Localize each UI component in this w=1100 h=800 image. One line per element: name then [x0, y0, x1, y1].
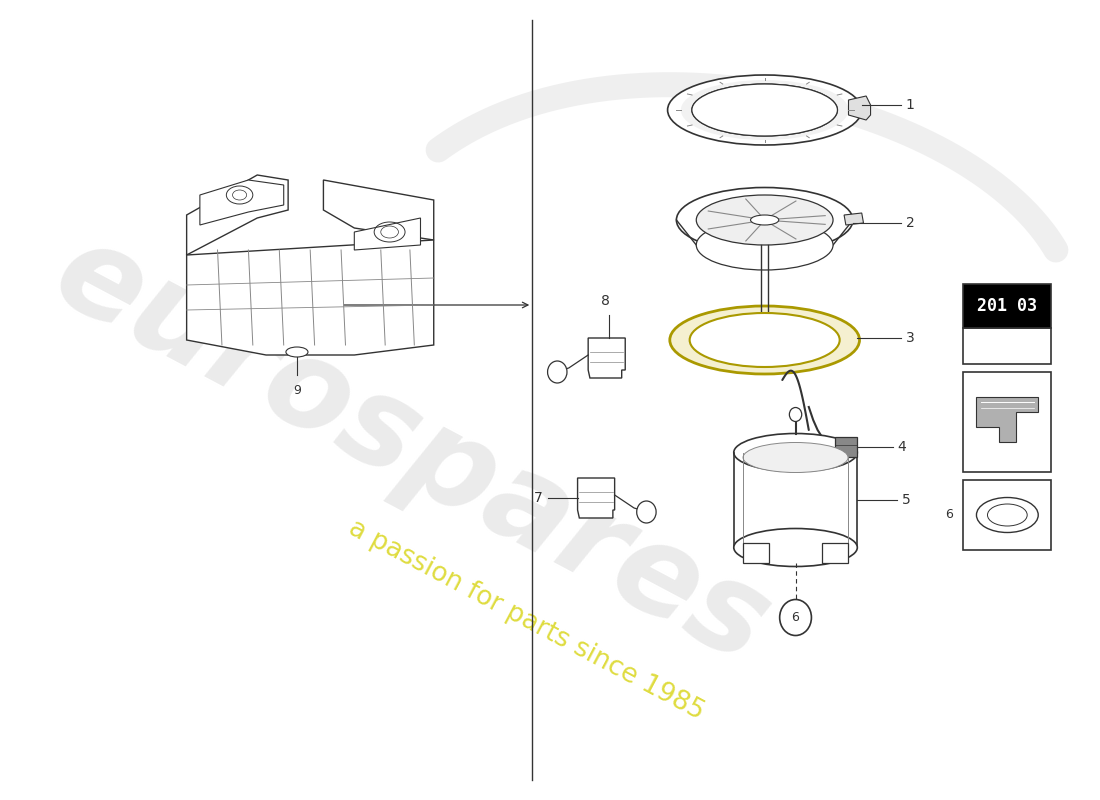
Polygon shape	[964, 284, 1052, 328]
Text: 2: 2	[906, 216, 914, 230]
Text: 6: 6	[945, 509, 953, 522]
Text: 5: 5	[901, 493, 910, 507]
Ellipse shape	[734, 529, 857, 566]
Polygon shape	[354, 218, 420, 250]
Polygon shape	[187, 240, 433, 355]
Polygon shape	[835, 437, 857, 457]
Text: eurospares: eurospares	[34, 211, 789, 689]
Ellipse shape	[681, 80, 848, 140]
Ellipse shape	[696, 195, 833, 245]
Polygon shape	[964, 328, 1052, 364]
Ellipse shape	[676, 187, 852, 253]
Polygon shape	[822, 542, 848, 562]
Polygon shape	[588, 338, 625, 378]
Text: 9: 9	[293, 383, 301, 397]
Ellipse shape	[286, 347, 308, 357]
Circle shape	[780, 599, 812, 635]
Ellipse shape	[668, 75, 861, 145]
Polygon shape	[578, 478, 615, 518]
Ellipse shape	[692, 84, 837, 136]
Circle shape	[790, 407, 802, 422]
Circle shape	[548, 361, 566, 383]
Ellipse shape	[742, 442, 848, 473]
Ellipse shape	[690, 313, 839, 367]
Text: 7: 7	[534, 491, 542, 505]
Ellipse shape	[670, 306, 859, 374]
Polygon shape	[848, 96, 870, 120]
Polygon shape	[964, 372, 1052, 472]
Text: 4: 4	[896, 440, 905, 454]
Circle shape	[637, 501, 656, 523]
Text: 8: 8	[602, 294, 610, 308]
Ellipse shape	[696, 220, 833, 270]
Polygon shape	[200, 180, 284, 225]
Text: 6: 6	[792, 611, 800, 624]
Polygon shape	[964, 480, 1052, 550]
Text: a passion for parts since 1985: a passion for parts since 1985	[344, 515, 708, 725]
Ellipse shape	[734, 434, 857, 471]
Ellipse shape	[750, 215, 779, 225]
Text: 3: 3	[906, 331, 914, 345]
Polygon shape	[844, 213, 864, 225]
Ellipse shape	[692, 84, 837, 136]
Polygon shape	[742, 542, 769, 562]
Text: 201 03: 201 03	[977, 298, 1037, 315]
Text: 1: 1	[906, 98, 915, 112]
Polygon shape	[977, 397, 1038, 442]
